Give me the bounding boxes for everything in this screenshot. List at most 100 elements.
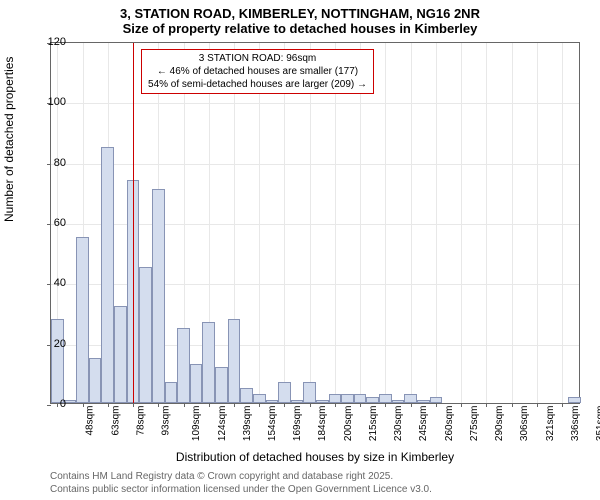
ytick-label: 0 — [26, 398, 66, 410]
xtick-label: 245sqm — [418, 406, 429, 442]
bar — [76, 237, 89, 403]
bar — [291, 400, 304, 403]
xtick-mark — [385, 403, 386, 407]
bar — [404, 394, 417, 403]
bar — [190, 364, 203, 403]
footer-line2: Contains public sector information licen… — [50, 483, 432, 496]
xtick-label: 124sqm — [217, 406, 228, 442]
gridline-v — [310, 43, 311, 403]
gridline-h — [51, 103, 579, 104]
bar — [316, 400, 329, 403]
gridline-h — [51, 164, 579, 165]
ytick-label: 40 — [26, 277, 66, 289]
xtick-label: 290sqm — [494, 406, 505, 442]
gridline-v — [436, 43, 437, 403]
xtick-label: 260sqm — [444, 406, 455, 442]
bar — [152, 189, 165, 403]
bar — [568, 397, 581, 403]
xtick-label: 184sqm — [318, 406, 329, 442]
ytick-label: 100 — [26, 96, 66, 108]
xtick-mark — [108, 403, 109, 407]
bar — [303, 382, 316, 403]
xtick-mark — [512, 403, 513, 407]
xtick-mark — [461, 403, 462, 407]
x-axis-label: Distribution of detached houses by size … — [50, 450, 580, 464]
footer-text: Contains HM Land Registry data © Crown c… — [50, 470, 432, 496]
bar — [101, 147, 114, 403]
title-line2: Size of property relative to detached ho… — [0, 21, 600, 36]
bar — [329, 394, 342, 403]
bar — [202, 322, 215, 403]
xtick-mark — [562, 403, 563, 407]
xtick-label: 63sqm — [110, 406, 121, 436]
xtick-label: 109sqm — [191, 406, 202, 442]
bar — [430, 397, 443, 403]
xtick-mark — [184, 403, 185, 407]
xtick-mark — [360, 403, 361, 407]
xtick-mark — [234, 403, 235, 407]
xtick-label: 336sqm — [570, 406, 581, 442]
bar — [177, 328, 190, 403]
bar — [266, 400, 279, 403]
xtick-mark — [486, 403, 487, 407]
bar — [240, 388, 253, 403]
gridline-v — [360, 43, 361, 403]
xtick-mark — [310, 403, 311, 407]
xtick-label: 169sqm — [292, 406, 303, 442]
xtick-mark — [436, 403, 437, 407]
xtick-label: 306sqm — [519, 406, 530, 442]
gridline-v — [411, 43, 412, 403]
bar — [139, 267, 152, 403]
bar — [354, 394, 367, 403]
bar — [51, 319, 64, 403]
bar — [165, 382, 178, 403]
xtick-label: 48sqm — [85, 406, 96, 436]
annotation-line1: 3 STATION ROAD: 96sqm — [148, 52, 367, 65]
xtick-mark — [411, 403, 412, 407]
xtick-label: 93sqm — [161, 406, 172, 436]
gridline-v — [284, 43, 285, 403]
xtick-mark — [133, 403, 134, 407]
xtick-label: 154sqm — [267, 406, 278, 442]
xtick-mark — [335, 403, 336, 407]
gridline-v — [562, 43, 563, 403]
bar — [341, 394, 354, 403]
xtick-label: 351sqm — [595, 406, 600, 442]
footer-line1: Contains HM Land Registry data © Crown c… — [50, 470, 432, 483]
ytick-label: 80 — [26, 157, 66, 169]
xtick-mark — [209, 403, 210, 407]
gridline-v — [461, 43, 462, 403]
gridline-v — [486, 43, 487, 403]
xtick-mark — [259, 403, 260, 407]
y-axis-label: Number of detached properties — [2, 57, 16, 222]
xtick-label: 275sqm — [469, 406, 480, 442]
xtick-label: 321sqm — [545, 406, 556, 442]
xtick-label: 200sqm — [343, 406, 354, 442]
ytick-label: 60 — [26, 217, 66, 229]
gridline-v — [335, 43, 336, 403]
annotation-box: 3 STATION ROAD: 96sqm← 46% of detached h… — [141, 49, 374, 94]
bar — [379, 394, 392, 403]
bar — [114, 306, 127, 403]
gridline-v — [512, 43, 513, 403]
chart-area: 48sqm63sqm78sqm93sqm109sqm124sqm139sqm15… — [50, 42, 580, 404]
gridline-v — [259, 43, 260, 403]
xtick-label: 139sqm — [242, 406, 253, 442]
bar — [366, 397, 379, 403]
bar — [228, 319, 241, 403]
xtick-mark — [158, 403, 159, 407]
bar — [392, 400, 405, 403]
annotation-line2: ← 46% of detached houses are smaller (17… — [148, 65, 367, 78]
xtick-mark — [83, 403, 84, 407]
bar — [253, 394, 266, 403]
gridline-v — [537, 43, 538, 403]
xtick-mark — [537, 403, 538, 407]
bar — [417, 400, 430, 403]
plot-area: 48sqm63sqm78sqm93sqm109sqm124sqm139sqm15… — [50, 42, 580, 404]
ytick-label: 20 — [26, 338, 66, 350]
xtick-label: 230sqm — [393, 406, 404, 442]
ytick-label: 120 — [26, 36, 66, 48]
bar — [278, 382, 291, 403]
bar — [215, 367, 228, 403]
xtick-label: 215sqm — [368, 406, 379, 442]
